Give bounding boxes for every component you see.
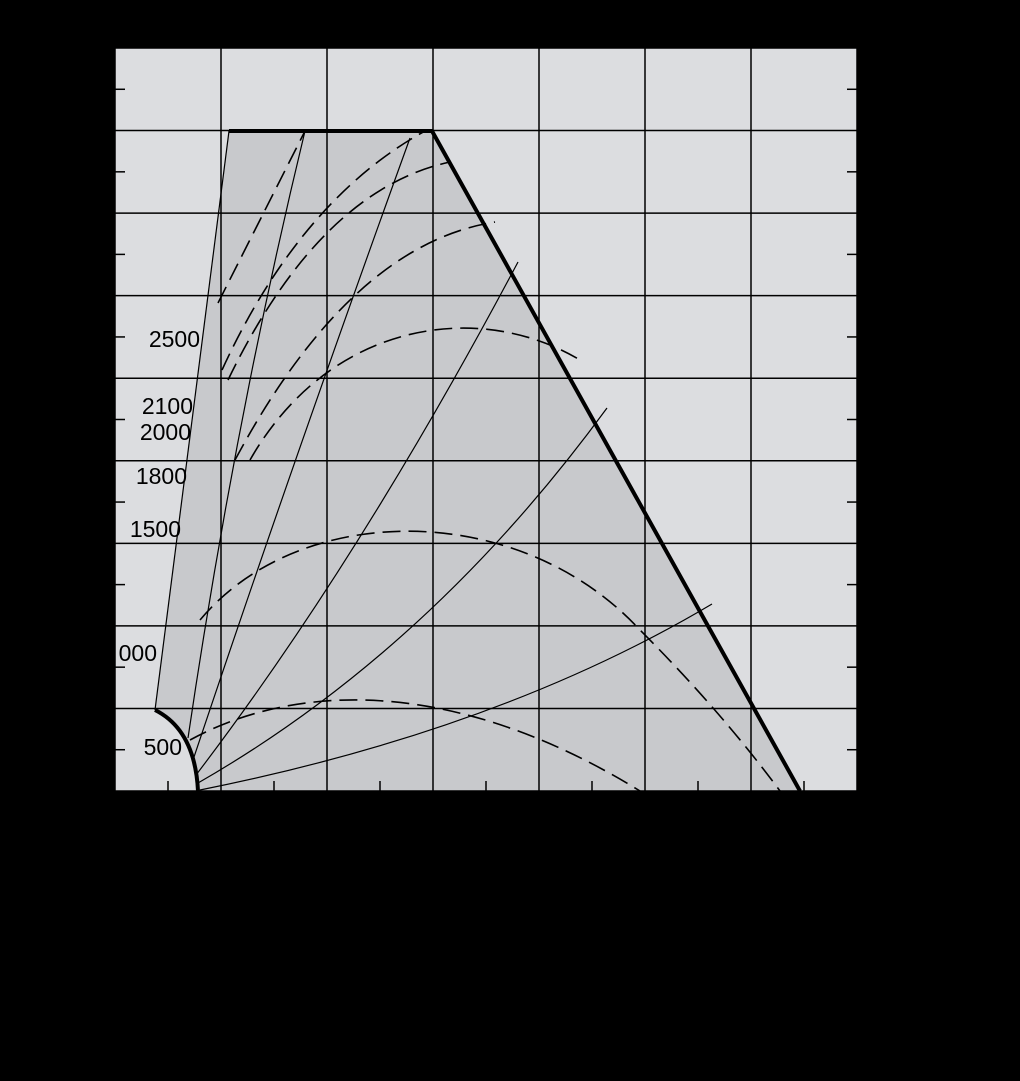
speed-curve xyxy=(199,603,713,791)
speed-curve xyxy=(197,407,608,784)
speed-curve xyxy=(187,130,306,739)
efficiency-curve xyxy=(227,161,451,381)
speed-label: 1800 xyxy=(136,463,187,489)
speed-label: 2500 xyxy=(149,326,200,352)
speed-curve xyxy=(192,137,411,761)
efficiency-curve xyxy=(249,327,581,461)
speed-curve xyxy=(154,130,230,711)
efficiency-curve xyxy=(221,130,426,371)
speed-curves xyxy=(154,130,713,791)
grid xyxy=(114,47,858,792)
speed-label: 500 xyxy=(144,734,182,760)
speed-label: 000 xyxy=(119,640,157,666)
efficiency-curve xyxy=(234,221,496,461)
efficiency-curve xyxy=(189,699,641,792)
efficiency-curves xyxy=(189,130,781,792)
speed-label: 2000 xyxy=(140,419,191,445)
boundary xyxy=(229,129,802,792)
speed-label: 1500 xyxy=(130,516,181,542)
speed-label: 2100 xyxy=(142,393,193,419)
efficiency-curve xyxy=(217,130,306,304)
efficiency-curve xyxy=(199,530,781,792)
speed-curve xyxy=(195,261,519,776)
boundary xyxy=(154,708,200,792)
